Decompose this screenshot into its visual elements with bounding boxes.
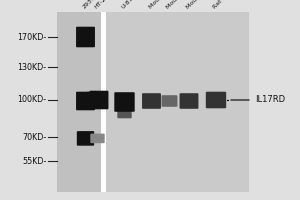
Text: HT-29: HT-29 — [94, 0, 110, 10]
FancyBboxPatch shape — [89, 91, 109, 109]
Text: 130KD-: 130KD- — [17, 62, 46, 72]
Text: Rat brain: Rat brain — [212, 0, 236, 10]
Text: U-87: U-87 — [121, 0, 135, 10]
Text: Mouse lung: Mouse lung — [185, 0, 214, 10]
Text: Mouse brain: Mouse brain — [148, 0, 179, 10]
FancyBboxPatch shape — [179, 93, 199, 109]
Text: IL17RD: IL17RD — [255, 96, 285, 104]
FancyBboxPatch shape — [76, 27, 95, 47]
FancyBboxPatch shape — [76, 92, 95, 110]
FancyBboxPatch shape — [117, 106, 132, 118]
Text: Mouse kidney: Mouse kidney — [166, 0, 200, 10]
FancyBboxPatch shape — [142, 93, 161, 109]
FancyBboxPatch shape — [90, 134, 105, 143]
FancyBboxPatch shape — [161, 95, 178, 107]
FancyBboxPatch shape — [101, 12, 106, 192]
Text: 293T: 293T — [82, 0, 97, 10]
Text: 170KD-: 170KD- — [17, 32, 46, 42]
FancyBboxPatch shape — [57, 12, 104, 192]
FancyBboxPatch shape — [77, 131, 94, 146]
FancyBboxPatch shape — [86, 92, 98, 109]
FancyBboxPatch shape — [103, 12, 249, 192]
FancyBboxPatch shape — [206, 92, 226, 108]
Text: 70KD-: 70KD- — [22, 132, 46, 142]
Text: 100KD-: 100KD- — [17, 96, 46, 104]
FancyBboxPatch shape — [114, 92, 135, 112]
Text: 55KD-: 55KD- — [22, 156, 46, 166]
